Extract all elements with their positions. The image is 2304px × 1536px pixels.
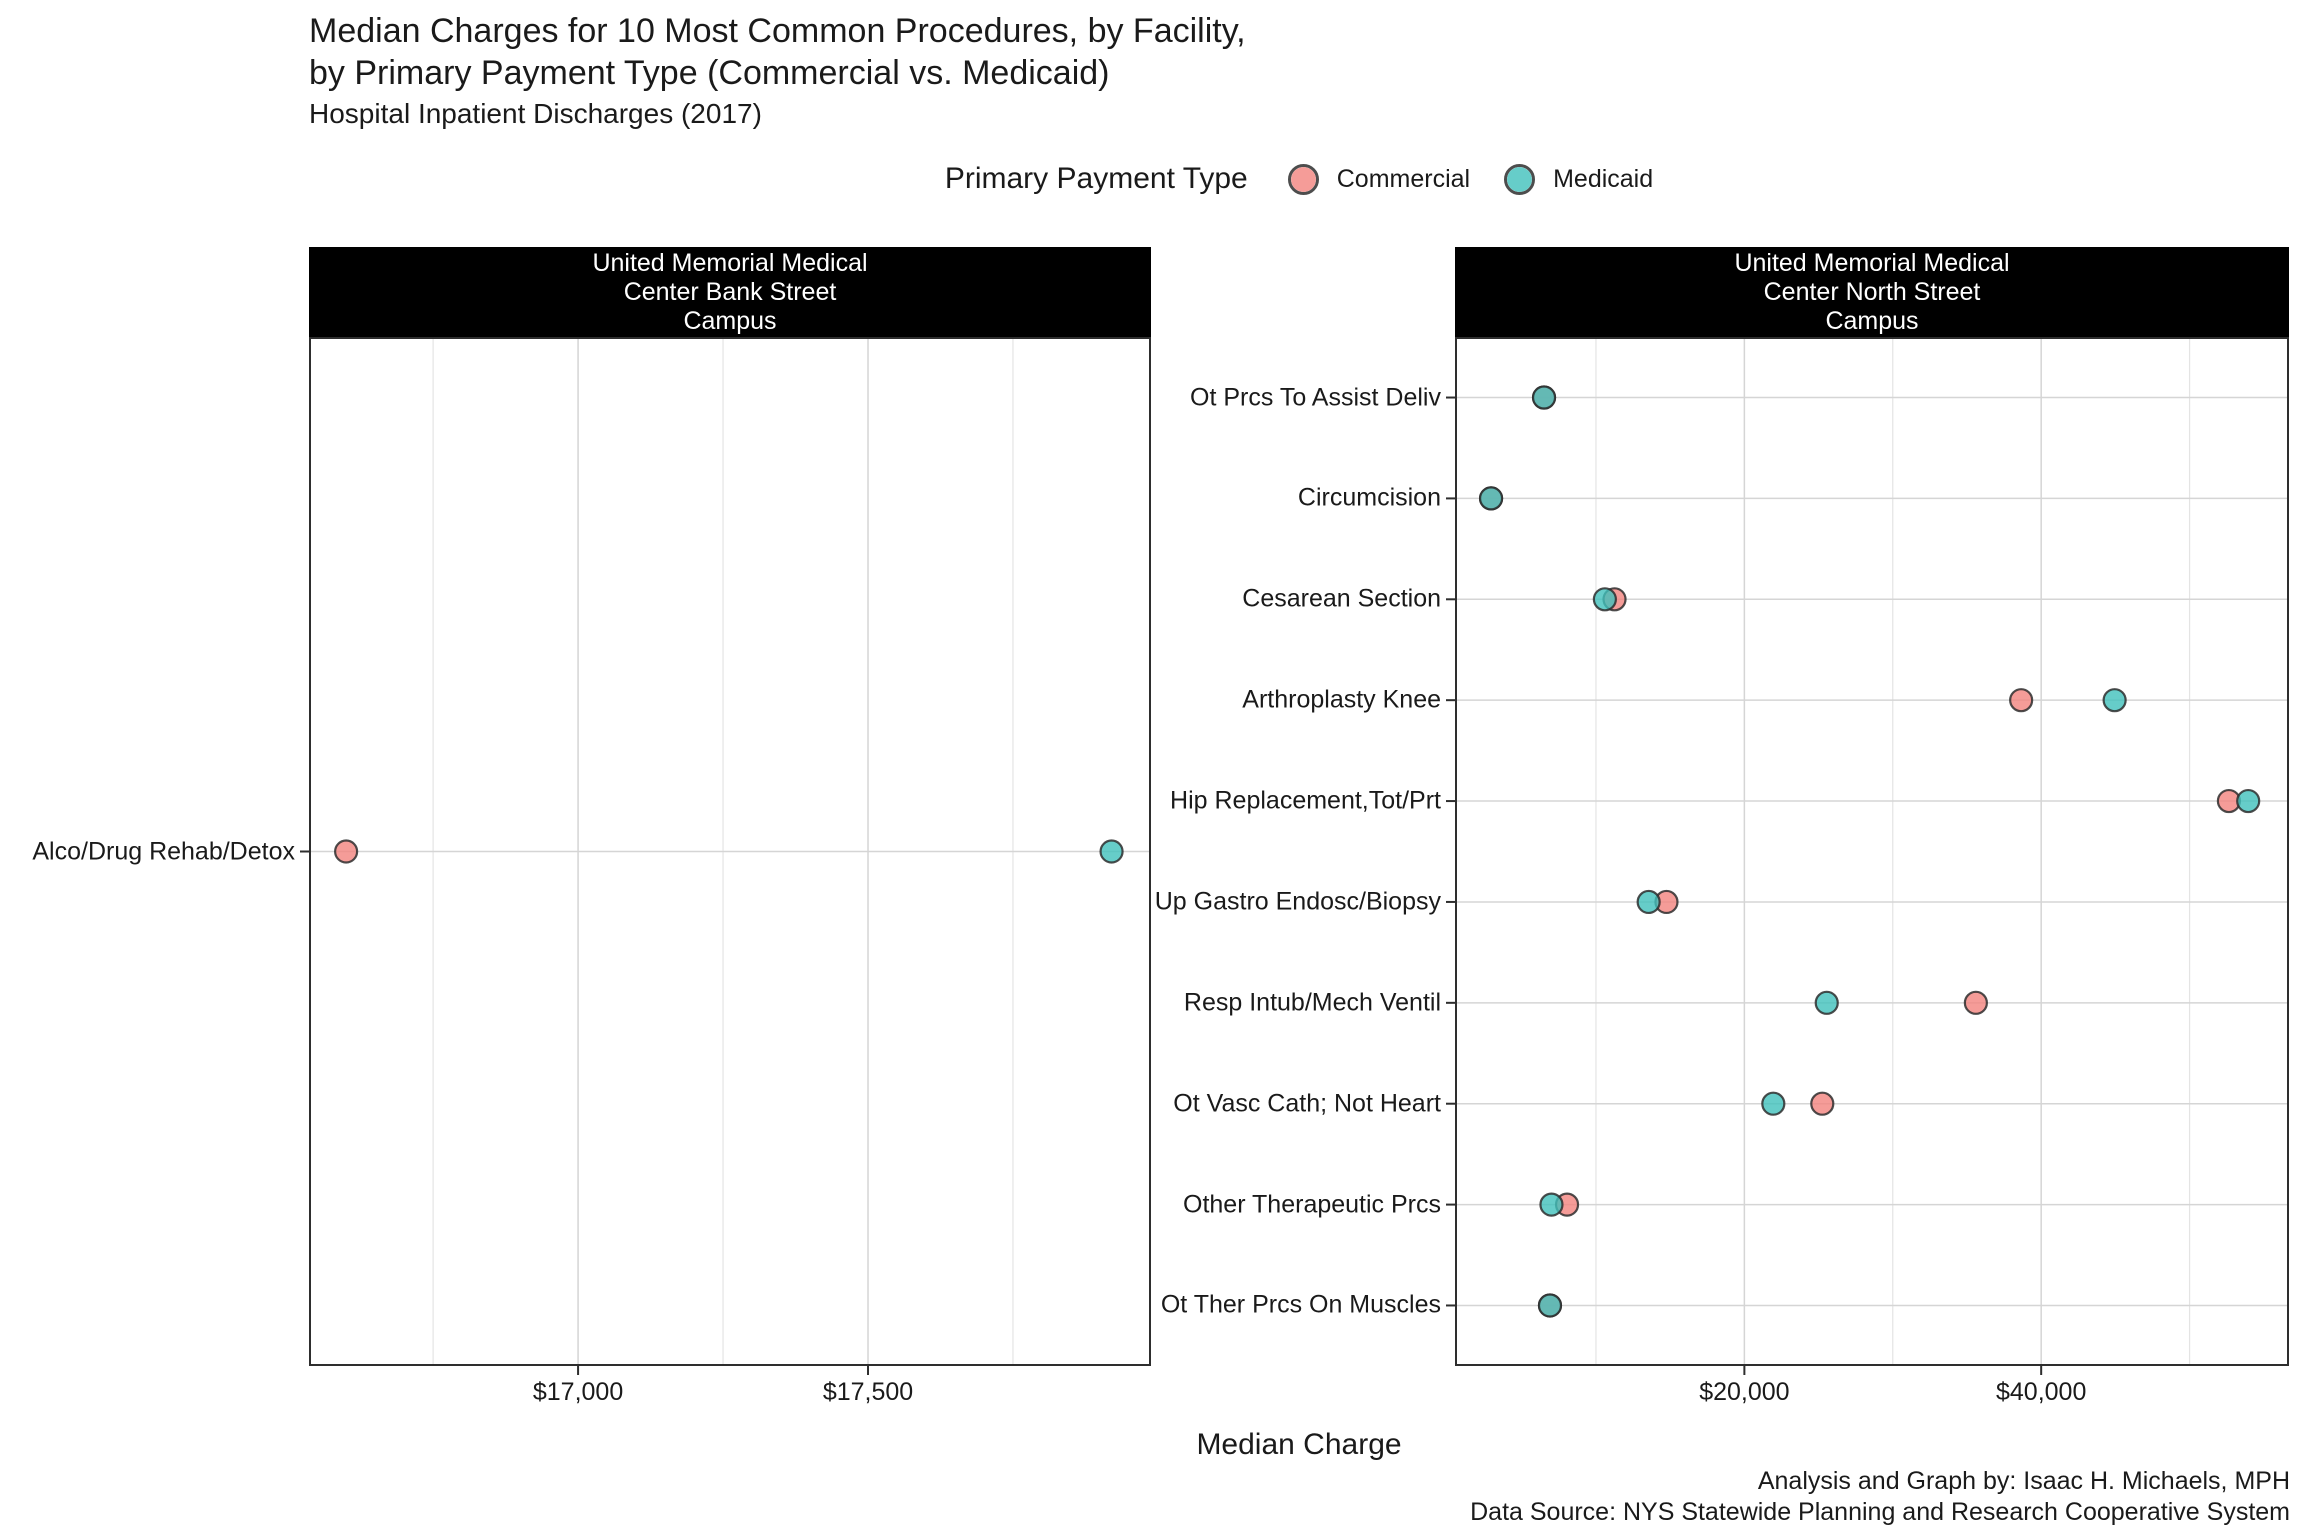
point-medicaid bbox=[1539, 1192, 1564, 1217]
point-medicaid bbox=[1814, 990, 1839, 1015]
footer-analysis-credit: Analysis and Graph by: Isaac H. Michaels… bbox=[1757, 1467, 2290, 1495]
point-commercial bbox=[1963, 990, 1988, 1015]
gridlines bbox=[1455, 337, 2289, 1366]
point-medicaid bbox=[1592, 587, 1617, 612]
facet-strip-line: Center Bank Street bbox=[623, 277, 837, 306]
chart-subtitle: Hospital Inpatient Discharges (2017) bbox=[309, 98, 762, 129]
point-commercial bbox=[334, 839, 359, 864]
chart-title-line2: by Primary Payment Type (Commercial vs. … bbox=[309, 54, 1110, 92]
point-commercial bbox=[2009, 688, 2034, 713]
y-axis-label: Ot Ther Prcs On Muscles bbox=[1160, 1290, 1441, 1319]
legend-title: Primary Payment Type bbox=[944, 162, 1248, 195]
y-axis-label: Hip Replacement,Tot/Prt bbox=[1170, 786, 1441, 815]
y-axis-label: Ot Vasc Cath; Not Heart bbox=[1173, 1089, 1441, 1118]
x-axis-tick-label: $17,500 bbox=[822, 1378, 914, 1406]
point-medicaid bbox=[1531, 385, 1557, 410]
x-axis-tick-label: $17,000 bbox=[532, 1378, 624, 1406]
footer-data-source: Data Source: NYS Statewide Planning and … bbox=[1470, 1498, 2290, 1526]
point-medicaid bbox=[2102, 688, 2127, 713]
legend-label: Commercial bbox=[1336, 164, 1471, 193]
y-axis-label: Cesarean Section bbox=[1242, 584, 1441, 613]
y-axis-label: Resp Intub/Mech Ventil bbox=[1183, 988, 1441, 1017]
point-medicaid bbox=[1636, 889, 1661, 915]
facet-panel-0 bbox=[300, 337, 1151, 1375]
x-axis-tick-label: $20,000 bbox=[1699, 1378, 1790, 1406]
data-points bbox=[334, 839, 1124, 864]
legend: Primary Payment Type Commercial Medicaid bbox=[309, 154, 2289, 204]
legend-label: Medicaid bbox=[1553, 164, 1654, 193]
x-axis-tick-label: $40,000 bbox=[1995, 1378, 2087, 1406]
panel-border bbox=[1455, 337, 2289, 1366]
y-axis-label: Up Gastro Endosc/Biopsy bbox=[1154, 887, 1441, 916]
facet-strip-line: United Memorial Medical bbox=[1734, 248, 2010, 277]
axis-ticks bbox=[300, 850, 870, 1375]
facet-strip-line: Center North Street bbox=[1763, 277, 1981, 306]
facet-strip-line: Campus bbox=[1825, 306, 1919, 335]
footer-caption: Analysis and Graph by: Isaac H. Michaels… bbox=[1470, 1466, 2290, 1528]
x-axis-title: Median Charge bbox=[1196, 1428, 1402, 1461]
facet-strip-0: United Memorial Medical Center Bank Stree… bbox=[309, 247, 1151, 337]
y-axis-label: Circumcision bbox=[1297, 483, 1441, 512]
facet-panel-1 bbox=[1446, 337, 2289, 1375]
medicaid-key-circle-icon bbox=[1504, 163, 1536, 195]
gridlines bbox=[309, 337, 1151, 1366]
chart-title-line1: Median Charges for 10 Most Common Proced… bbox=[309, 12, 1246, 50]
point-medicaid bbox=[1761, 1091, 1786, 1116]
chart-title: Median Charges for 10 Most Common Proced… bbox=[309, 10, 1246, 94]
point-medicaid bbox=[2236, 788, 2261, 814]
y-axis-label: Alco/Drug Rehab/Detox bbox=[32, 837, 295, 865]
legend-item-medicaid: Medicaid bbox=[1504, 163, 1654, 195]
point-commercial bbox=[1810, 1091, 1835, 1116]
axis-ticks bbox=[1446, 396, 2043, 1375]
y-axis-label: Arthroplasty Knee bbox=[1242, 685, 1441, 714]
point-medicaid bbox=[1478, 486, 1504, 511]
facet-strip-1: United Memorial Medical Center North Stre… bbox=[1455, 247, 2289, 337]
data-points bbox=[1478, 385, 2261, 1318]
y-axis-label: Other Therapeutic Prcs bbox=[1183, 1190, 1441, 1219]
panel-border bbox=[309, 337, 1151, 1366]
point-medicaid bbox=[1537, 1293, 1563, 1318]
legend-item-commercial: Commercial bbox=[1287, 163, 1471, 195]
commercial-key-circle-icon bbox=[1287, 163, 1319, 195]
facet-strip-line: Campus bbox=[683, 306, 777, 335]
point-medicaid bbox=[1099, 839, 1124, 864]
facet-strip-line: United Memorial Medical bbox=[592, 248, 868, 277]
y-axis-label: Ot Prcs To Assist Deliv bbox=[1190, 383, 1441, 412]
